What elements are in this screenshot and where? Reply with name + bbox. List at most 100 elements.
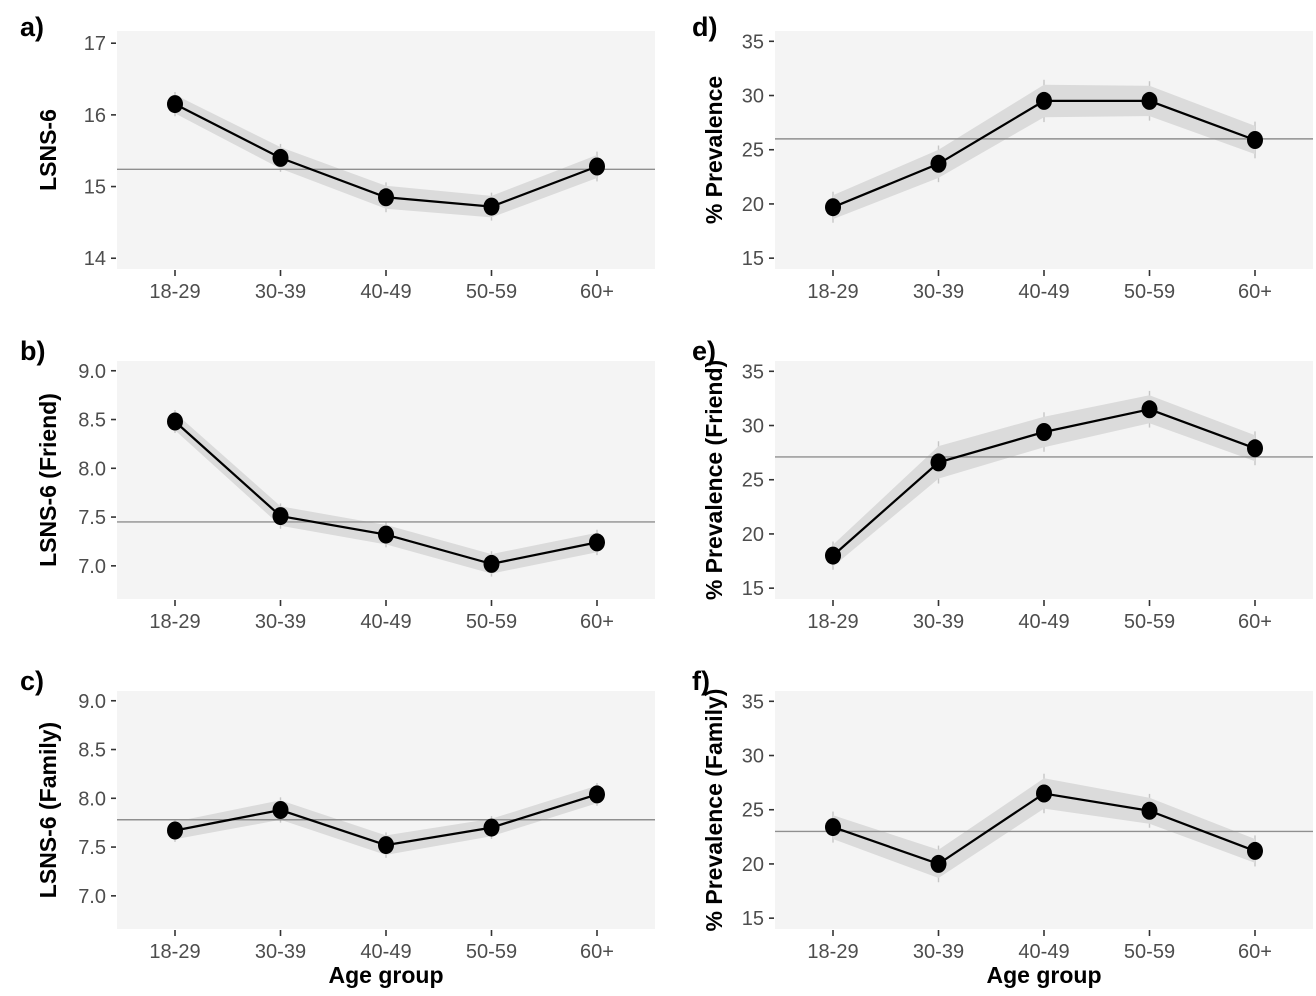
panel-b: 7.0 7.5 8.0 8.5 9.0 18-29 30-39 40-49 50-59 60+ LS…: [0, 330, 658, 660]
x-tick-label: 50-59: [1124, 281, 1175, 303]
data-point: [930, 154, 947, 173]
data-point: [272, 507, 289, 526]
data-point: [589, 533, 605, 552]
y-axis-title: LSNS-6 (Friend): [35, 393, 61, 567]
data-point: [1141, 91, 1158, 110]
data-point: [483, 554, 500, 573]
y-tick-label: 20: [742, 854, 764, 876]
panel-f: 15 20 25 30 35 18-29 30-39 40-49 50-59 60+ % Preva…: [658, 660, 1316, 996]
x-tick-label: 50-59: [1124, 611, 1175, 633]
panel-letter: d): [692, 12, 717, 42]
y-tick-label: 14: [84, 248, 106, 270]
y-tick-label: 25: [742, 140, 764, 162]
y-tick-label: 9.0: [78, 361, 106, 383]
x-tick-label: 18-29: [807, 611, 858, 633]
x-tick-label: 30-39: [913, 611, 964, 633]
y-tick-label: 8.0: [78, 788, 106, 810]
x-tick-label: 30-39: [913, 281, 964, 303]
panel-d-chart: 15 20 25 30 35 18-29 30-39 40-49 50-59 60+ % Preva…: [692, 12, 1313, 303]
x-tick-label: 40-49: [1018, 281, 1069, 303]
y-tick-label: 20: [742, 524, 764, 546]
data-point: [930, 453, 947, 472]
panel-a: 14 15 16 17 18-29 30-39 40-49 50-59 60+ LSNS-6 a): [0, 0, 658, 330]
y-tick-label: 8.0: [78, 458, 106, 480]
y-tick-label: 8.5: [78, 410, 106, 432]
x-tick-label: 40-49: [360, 941, 411, 963]
data-point: [1036, 423, 1052, 441]
x-tick-label: 50-59: [466, 281, 517, 303]
panel-b-chart: 7.0 7.5 8.0 8.5 9.0 18-29 30-39 40-49 50-59 60+ LS…: [20, 336, 655, 633]
data-point: [483, 197, 500, 216]
panel-c: 7.0 7.5 8.0 8.5 9.0 18-29 30-39 40-49 50-59 60+ LS…: [0, 660, 658, 996]
x-tick-label: 50-59: [1124, 941, 1175, 963]
x-tick-label: 30-39: [255, 611, 306, 633]
plot-area: [775, 31, 1313, 269]
data-point: [272, 801, 289, 819]
panel-c-chart: 7.0 7.5 8.0 8.5 9.0 18-29 30-39 40-49 50-59 60+ LS…: [20, 666, 655, 988]
y-tick-label: 25: [742, 800, 764, 822]
panel-letter: c): [20, 666, 44, 696]
data-point: [167, 412, 183, 431]
y-tick-label: 15: [742, 578, 764, 600]
x-axis-title: Age group: [329, 962, 444, 988]
y-tick-label: 30: [742, 746, 764, 768]
data-point: [378, 188, 394, 207]
y-axis-title: % Prevalence (Family): [701, 689, 727, 932]
panel-d: 15 20 25 30 35 18-29 30-39 40-49 50-59 60+ % Preva…: [658, 0, 1316, 330]
x-tick-label: 60+: [580, 281, 614, 303]
plot-area: [117, 361, 655, 599]
x-axis-title: Age group: [987, 962, 1102, 988]
data-point: [167, 95, 183, 114]
data-point: [825, 546, 841, 565]
x-tick-label: 40-49: [360, 281, 411, 303]
panel-e-chart: 15 20 25 30 35 18-29 30-39 40-49 50-59 60+ % Preva…: [692, 336, 1313, 633]
y-tick-label: 30: [742, 416, 764, 438]
x-tick-label: 30-39: [255, 941, 306, 963]
plot-area: [775, 361, 1313, 599]
y-tick-label: 17: [84, 33, 106, 55]
x-tick-label: 60+: [580, 611, 614, 633]
y-tick-label: 15: [742, 908, 764, 930]
panel-e: 15 20 25 30 35 18-29 30-39 40-49 50-59 60+ % Preva…: [658, 330, 1316, 660]
data-point: [589, 157, 605, 176]
x-tick-label: 60+: [1238, 941, 1272, 963]
x-tick-label: 60+: [580, 941, 614, 963]
x-tick-label: 40-49: [1018, 611, 1069, 633]
x-tick-label: 30-39: [255, 281, 306, 303]
x-tick-label: 18-29: [807, 281, 858, 303]
data-point: [1036, 91, 1052, 110]
y-tick-label: 20: [742, 194, 764, 216]
x-tick-label: 18-29: [149, 611, 200, 633]
y-tick-label: 7.0: [78, 886, 106, 908]
y-tick-label: 15: [84, 177, 106, 199]
y-tick-label: 16: [84, 105, 106, 127]
x-tick-label: 60+: [1238, 281, 1272, 303]
data-point: [1247, 131, 1263, 149]
y-tick-label: 7.5: [78, 507, 106, 529]
data-point: [589, 785, 605, 804]
x-tick-label: 18-29: [807, 941, 858, 963]
y-tick-label: 30: [742, 86, 764, 108]
panel-a-chart: 14 15 16 17 18-29 30-39 40-49 50-59 60+ LSNS-6 a): [20, 12, 655, 303]
x-tick-label: 18-29: [149, 941, 200, 963]
panel-f-chart: 15 20 25 30 35 18-29 30-39 40-49 50-59 60+ % Preva…: [692, 666, 1313, 988]
panel-letter: e): [692, 336, 716, 366]
data-point: [1141, 400, 1158, 419]
y-axis-title: LSNS-6 (Family): [35, 722, 61, 898]
confidence-ribbon: [833, 84, 1255, 220]
x-tick-label: 40-49: [360, 611, 411, 633]
y-axis-title: LSNS-6: [35, 109, 61, 191]
y-tick-label: 15: [742, 248, 764, 270]
data-point: [167, 821, 183, 840]
data-point: [1247, 439, 1263, 458]
data-point: [378, 836, 394, 855]
data-point: [378, 525, 394, 544]
y-tick-label: 35: [742, 691, 764, 713]
x-tick-label: 40-49: [1018, 941, 1069, 963]
y-tick-label: 35: [742, 361, 764, 383]
plot-area: [117, 31, 655, 269]
data-point: [825, 818, 841, 837]
data-point: [483, 818, 500, 837]
y-tick-label: 7.5: [78, 837, 106, 859]
